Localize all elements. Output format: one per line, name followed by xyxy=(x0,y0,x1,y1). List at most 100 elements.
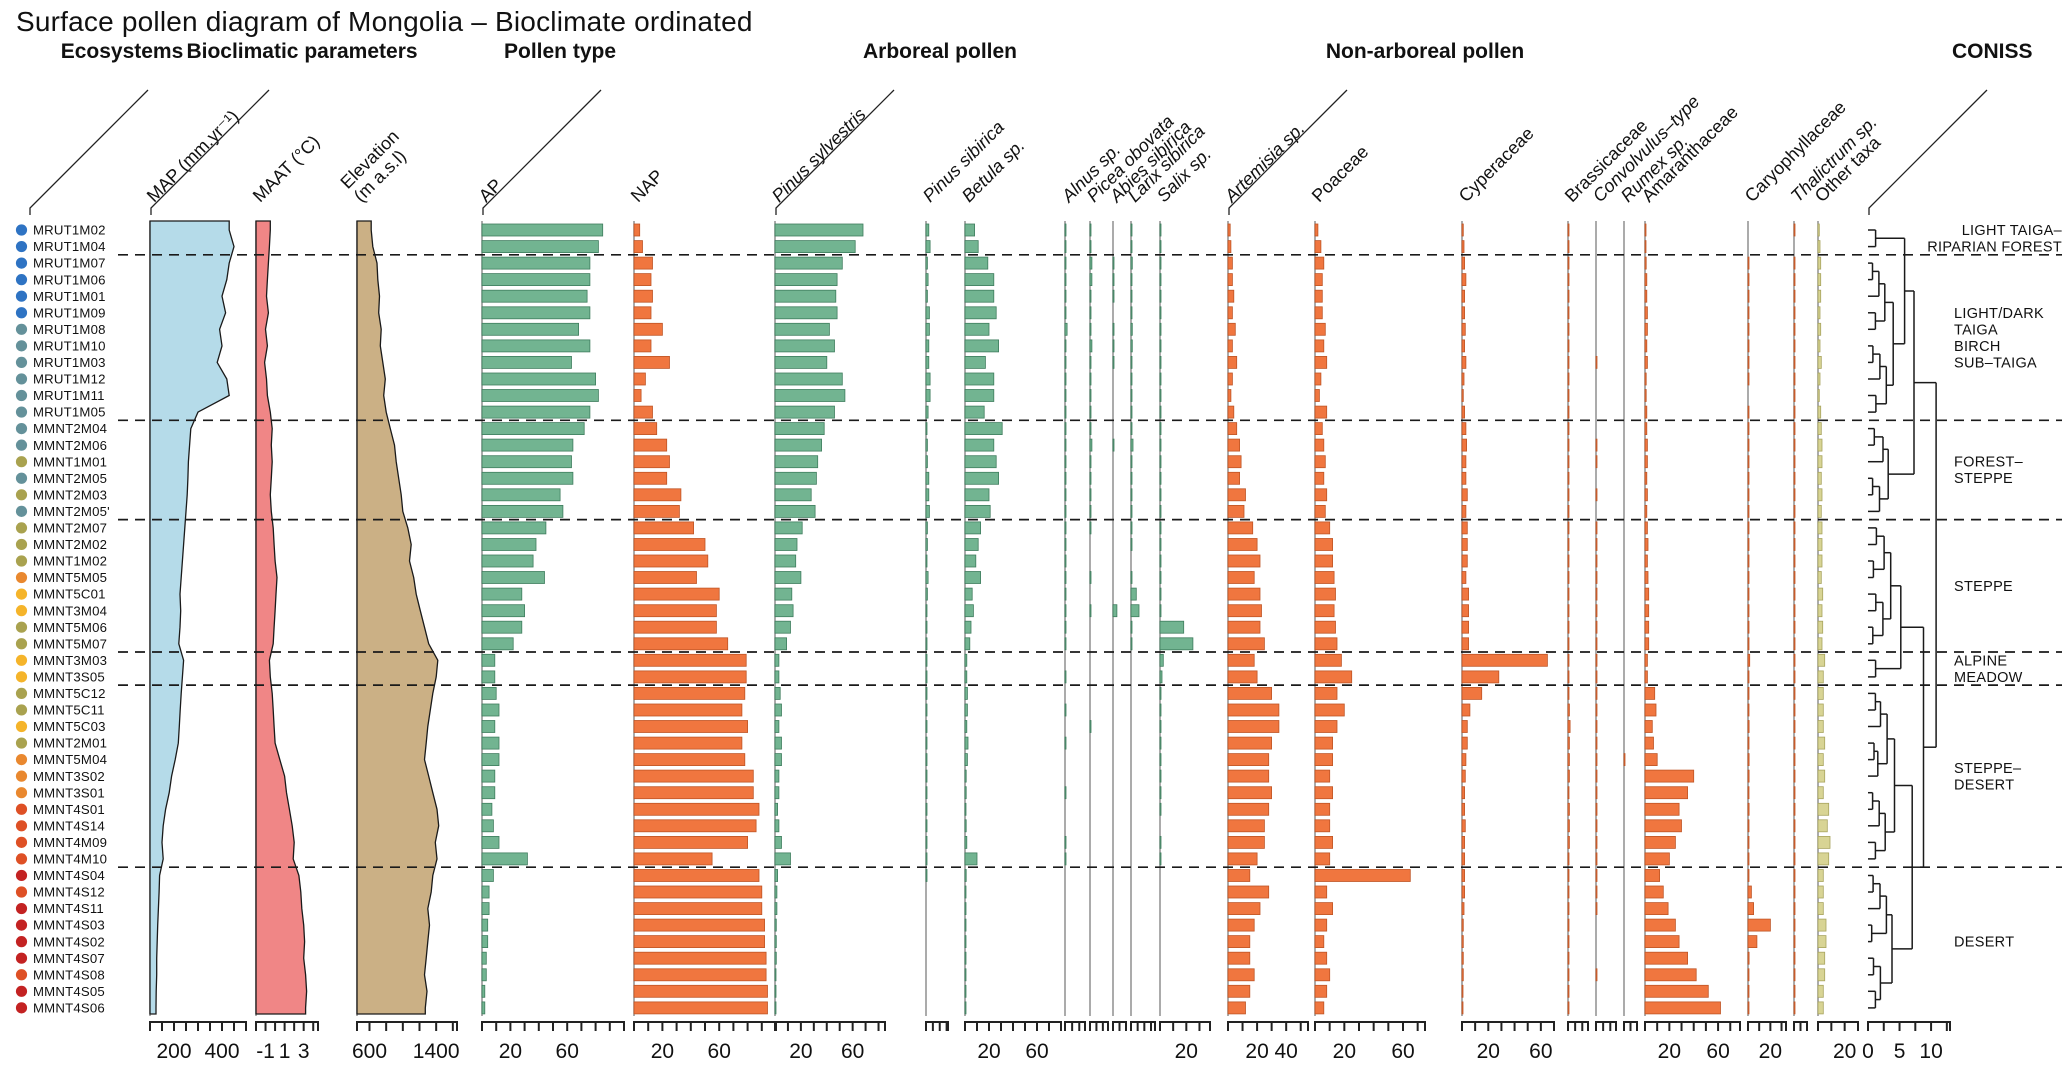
bar xyxy=(1314,223,1319,237)
bar xyxy=(1793,1001,1796,1015)
bar xyxy=(1461,620,1469,634)
ecosystem-dot xyxy=(15,787,28,799)
bar xyxy=(1227,852,1258,866)
bar xyxy=(1064,455,1067,469)
bar xyxy=(964,521,982,535)
ecosystem-dot xyxy=(15,571,28,584)
area-elev xyxy=(356,220,440,1015)
bar xyxy=(1817,736,1826,750)
bar xyxy=(1227,653,1255,667)
bar xyxy=(925,736,928,750)
bar xyxy=(1314,687,1338,700)
axis-tick-label: 20 xyxy=(1477,1040,1500,1063)
bar xyxy=(481,720,496,733)
bar xyxy=(964,935,967,948)
bar xyxy=(925,405,929,419)
bar xyxy=(964,918,967,932)
bar xyxy=(925,769,928,783)
bar xyxy=(1817,620,1824,634)
bar xyxy=(1644,223,1647,237)
bar xyxy=(1747,720,1750,733)
axis-bracket-other xyxy=(1817,1021,1859,1031)
bar xyxy=(925,670,928,684)
bar xyxy=(964,802,967,816)
bar xyxy=(481,438,574,452)
bar xyxy=(1567,438,1570,452)
bar xyxy=(1644,504,1648,518)
zone-label: LIGHT/DARK TAIGA BIRCH SUB–TAIGA xyxy=(1954,306,2044,372)
bar xyxy=(1595,538,1598,551)
sample-label: MMNT3S01 xyxy=(33,785,105,800)
bar xyxy=(1461,438,1467,452)
bar xyxy=(1314,836,1334,849)
bar xyxy=(1747,438,1750,452)
coniss-dendrogram xyxy=(1868,229,1937,1009)
axis-bracket-larix xyxy=(1130,1021,1156,1031)
bar xyxy=(1159,223,1162,237)
bar xyxy=(1159,289,1162,303)
ecosystem-dot xyxy=(15,489,28,501)
bar xyxy=(481,869,494,882)
bar xyxy=(964,786,967,800)
bar xyxy=(1793,372,1796,386)
bar xyxy=(1747,422,1750,436)
bar xyxy=(1227,869,1251,882)
sample-label: MMNT2M07 xyxy=(33,521,107,536)
axis-bracket-artemisia xyxy=(1227,1021,1309,1031)
bar xyxy=(774,852,791,866)
bar xyxy=(1817,819,1828,833)
bar xyxy=(1130,322,1133,336)
axis-tick-label: -1 xyxy=(256,1040,275,1063)
bar xyxy=(1793,389,1796,402)
bar xyxy=(1747,1001,1750,1015)
bar xyxy=(774,670,780,684)
bar xyxy=(925,620,928,634)
sample-label: MMNT4M10 xyxy=(33,852,107,867)
bar xyxy=(1747,322,1750,336)
axis-bracket-maat xyxy=(255,1021,319,1031)
bar xyxy=(1567,951,1570,965)
sample-label: MRUT1M01 xyxy=(33,289,106,304)
bar xyxy=(481,836,500,849)
ecosystem-dot xyxy=(15,340,28,352)
bar xyxy=(1817,289,1822,303)
bar xyxy=(1817,438,1823,452)
bar xyxy=(1747,802,1750,816)
ecosystem-dot xyxy=(15,770,28,782)
bar xyxy=(1130,571,1133,584)
ecosystem-dot xyxy=(15,886,28,898)
bar xyxy=(925,422,928,436)
sample-label: MRUT1M11 xyxy=(33,388,105,403)
bar xyxy=(1595,670,1598,684)
bar xyxy=(1130,223,1133,237)
bar xyxy=(1227,405,1235,419)
bar xyxy=(1817,968,1826,982)
bar xyxy=(1227,256,1233,270)
bar xyxy=(1064,836,1067,849)
bar xyxy=(1817,488,1823,502)
bar xyxy=(1595,521,1598,535)
bar xyxy=(1314,422,1323,436)
ecosystem-dot xyxy=(15,505,28,517)
bar xyxy=(1227,687,1272,700)
ecosystem-dot xyxy=(15,687,28,700)
zone-label: ALPINE MEADOW xyxy=(1954,653,2023,686)
bar xyxy=(1644,918,1676,932)
bar xyxy=(964,637,971,651)
bar xyxy=(1227,620,1261,634)
bar xyxy=(1314,720,1338,733)
bar xyxy=(1595,571,1598,584)
bar xyxy=(774,554,797,568)
bar xyxy=(925,637,928,651)
group-header-coniss: CONISS xyxy=(1952,40,2033,63)
bar xyxy=(774,720,780,733)
bar xyxy=(774,471,817,485)
bar xyxy=(481,339,591,353)
bar xyxy=(633,968,767,982)
bar xyxy=(1644,786,1688,800)
bar xyxy=(1314,1001,1325,1015)
bar xyxy=(964,471,999,485)
bar xyxy=(774,935,777,948)
bar xyxy=(1064,620,1067,634)
bar xyxy=(964,604,974,618)
